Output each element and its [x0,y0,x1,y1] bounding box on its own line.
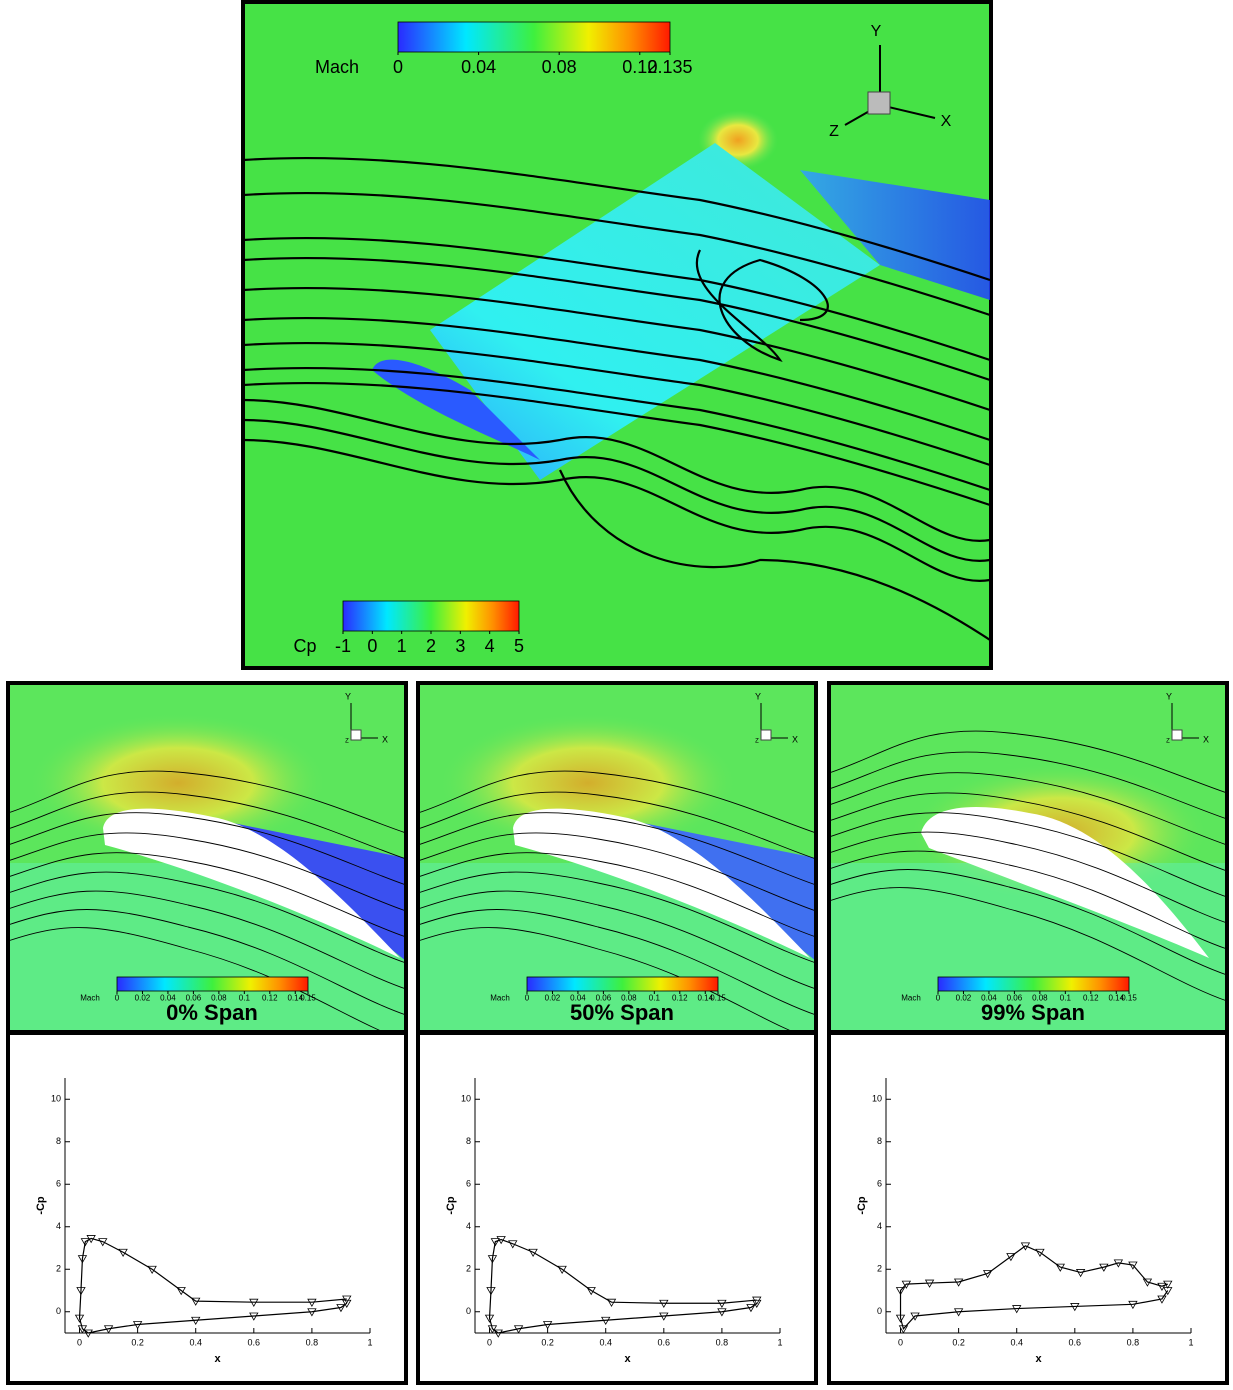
axis-label: Y [871,23,882,40]
axis-label: Z [1166,739,1170,745]
colorbar-label: Mach [490,993,510,1002]
colorbar-label: Cp [293,636,316,656]
colorbar-tick-label: 1 [397,636,407,656]
y-tick-label: 6 [466,1179,471,1189]
y-tick-label: 0 [56,1306,61,1316]
y-tick-label: 2 [877,1264,882,1274]
colorbar-tick-label: 0.12 [672,993,688,1002]
x-tick-label: 0.6 [248,1337,261,1347]
y-tick-label: 8 [877,1136,882,1146]
x-tick-label: 0 [487,1337,492,1347]
y-tick-label: 4 [56,1221,61,1231]
axis-label: Y [345,691,351,701]
colorbar-tick-label: 0.15 [710,993,726,1002]
colorbar [117,977,308,991]
y-axis-label: -Cp [35,1196,47,1215]
x-tick-label: 0.2 [131,1337,144,1347]
span-title: 50% Span [570,1000,674,1025]
x-tick-label: 0 [77,1337,82,1347]
colorbar-tick-label: 0.15 [300,993,316,1002]
colorbar [938,977,1129,991]
x-axis-label: x [1035,1353,1042,1365]
axis-cube [868,92,890,114]
colorbar-tick-label: 0 [525,993,530,1002]
x-tick-label: 0.4 [189,1337,202,1347]
span-title: 99% Span [981,1000,1085,1025]
y-tick-label: 10 [461,1094,471,1104]
axis-label: Z [829,123,839,140]
y-axis-label: -Cp [856,1196,868,1215]
chart-panel [829,1033,1227,1383]
x-tick-label: 0.6 [658,1337,671,1347]
colorbar-tick-label: 0.02 [135,993,151,1002]
x-tick-label: 1 [367,1337,372,1347]
axis-cube [351,730,361,740]
axis-label: Y [1166,691,1172,701]
axis-label: X [382,734,388,744]
span-title: 0% Span [166,1000,258,1025]
x-tick-label: 0 [898,1337,903,1347]
colorbar-tick-label: 0.04 [461,57,496,77]
x-tick-label: 0.2 [541,1337,554,1347]
axis-cube [761,730,771,740]
y-tick-label: 10 [872,1094,882,1104]
y-tick-label: 8 [56,1136,61,1146]
x-tick-label: 0.4 [599,1337,612,1347]
axis-label: X [792,734,798,744]
y-tick-label: 6 [56,1179,61,1189]
colorbar [343,601,519,631]
y-tick-label: 10 [51,1094,61,1104]
x-tick-label: 0.8 [306,1337,319,1347]
colorbar-tick-label: 0 [115,993,120,1002]
y-tick-label: 4 [877,1221,882,1231]
colorbar-tick-label: 0 [393,57,403,77]
y-tick-label: 0 [466,1306,471,1316]
x-tick-label: 0.2 [952,1337,965,1347]
colorbar-tick-label: 0.15 [1121,993,1137,1002]
colorbar-label: Mach [80,993,100,1002]
y-axis-label: -Cp [445,1196,457,1215]
axis-label: Z [345,739,349,745]
axis-cube [1172,730,1182,740]
colorbar-tick-label: 0.08 [542,57,577,77]
chart-panel [8,1033,406,1383]
x-tick-label: 0.8 [1127,1337,1140,1347]
colorbar-tick-label: 0.12 [1083,993,1099,1002]
axis-label: Y [755,691,761,701]
x-tick-label: 1 [777,1337,782,1347]
colorbar-tick-label: -1 [335,636,351,656]
colorbar-tick-label: 3 [455,636,465,656]
x-tick-label: 1 [1188,1337,1193,1347]
colorbar-label: Mach [901,993,921,1002]
colorbar-tick-label: 0.02 [956,993,972,1002]
axis-label: X [1203,734,1209,744]
y-tick-label: 0 [877,1306,882,1316]
colorbar-tick-label: 2 [426,636,436,656]
x-tick-label: 0.8 [716,1337,729,1347]
x-axis-label: x [214,1353,221,1365]
colorbar-tick-label: 4 [485,636,495,656]
y-tick-label: 2 [56,1264,61,1274]
figure: XYZMach00.040.080.120.135Cp-1012345XYZMa… [0,0,1233,1385]
y-tick-label: 2 [466,1264,471,1274]
y-tick-label: 4 [466,1221,471,1231]
colorbar [527,977,718,991]
axis-label: Z [755,739,759,745]
colorbar [398,22,670,52]
colorbar-tick-label: 0 [936,993,941,1002]
axis-label: X [941,113,952,130]
x-tick-label: 0.4 [1010,1337,1023,1347]
colorbar-tick-label: 0.135 [647,57,692,77]
x-axis-label: x [624,1353,631,1365]
chart-panel [418,1033,816,1383]
colorbar-tick-label: 0.02 [545,993,561,1002]
y-tick-label: 8 [466,1136,471,1146]
colorbar-tick-label: 5 [514,636,524,656]
x-tick-label: 0.6 [1069,1337,1082,1347]
colorbar-tick-label: 0.12 [262,993,278,1002]
colorbar-tick-label: 0 [367,636,377,656]
y-tick-label: 6 [877,1179,882,1189]
colorbar-label: Mach [315,57,359,77]
